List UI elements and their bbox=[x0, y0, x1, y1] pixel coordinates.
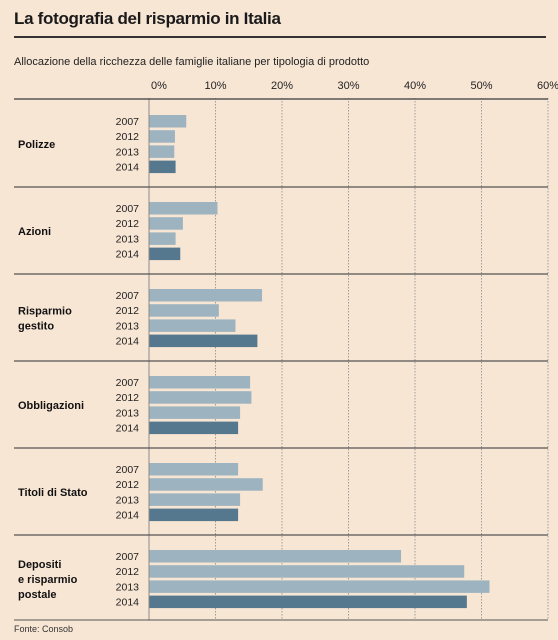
bar bbox=[149, 319, 236, 332]
bar bbox=[149, 247, 181, 261]
bar bbox=[149, 493, 241, 506]
x-tick-label: 60% bbox=[537, 80, 558, 92]
x-tick-label: 20% bbox=[271, 80, 293, 92]
chart-title: La fotografia del risparmio in Italia bbox=[14, 9, 281, 28]
category-label: Polizze bbox=[18, 139, 55, 151]
year-label: 2007 bbox=[116, 551, 140, 563]
year-label: 2013 bbox=[116, 320, 140, 332]
title-rule bbox=[14, 36, 546, 38]
x-tick-label: 0% bbox=[151, 80, 167, 92]
bar bbox=[149, 376, 251, 389]
x-tick-label: 10% bbox=[204, 80, 226, 92]
year-label: 2014 bbox=[116, 510, 140, 522]
year-label: 2012 bbox=[116, 131, 140, 143]
year-label: 2007 bbox=[116, 116, 140, 128]
source-note: Fonte: Consob bbox=[14, 624, 74, 634]
bar bbox=[149, 304, 219, 317]
bar bbox=[149, 391, 252, 404]
year-label: 2007 bbox=[116, 464, 140, 476]
category-label: gestito bbox=[18, 321, 54, 333]
year-label: 2012 bbox=[116, 479, 140, 491]
bar bbox=[149, 145, 175, 158]
bar bbox=[149, 550, 402, 563]
category-label: postale bbox=[18, 589, 57, 601]
year-label: 2013 bbox=[116, 407, 140, 419]
year-label: 2012 bbox=[116, 218, 140, 230]
year-label: 2014 bbox=[116, 597, 140, 609]
year-label: 2014 bbox=[116, 423, 140, 435]
bar bbox=[149, 202, 218, 215]
x-tick-label: 40% bbox=[404, 80, 426, 92]
year-label: 2013 bbox=[116, 581, 140, 593]
bar bbox=[149, 406, 241, 419]
year-label: 2014 bbox=[116, 336, 140, 348]
chart-subtitle: Allocazione della ricchezza delle famigl… bbox=[14, 56, 370, 68]
bar bbox=[149, 115, 187, 128]
bar bbox=[149, 595, 467, 609]
bar bbox=[149, 232, 176, 245]
bar bbox=[149, 463, 239, 476]
category-label: Azioni bbox=[18, 226, 51, 238]
category-label: Obbligazioni bbox=[18, 400, 84, 412]
year-label: 2013 bbox=[116, 233, 140, 245]
bar bbox=[149, 160, 176, 174]
bar bbox=[149, 130, 175, 143]
year-label: 2013 bbox=[116, 146, 140, 158]
year-label: 2007 bbox=[116, 377, 140, 389]
bar bbox=[149, 478, 263, 491]
year-label: 2012 bbox=[116, 566, 140, 578]
category-label: e risparmio bbox=[18, 574, 78, 586]
year-label: 2007 bbox=[116, 290, 140, 302]
year-label: 2007 bbox=[116, 203, 140, 215]
bar bbox=[149, 334, 258, 348]
category-label: Risparmio bbox=[18, 306, 72, 318]
bar bbox=[149, 217, 183, 230]
x-tick-label: 30% bbox=[337, 80, 359, 92]
year-label: 2012 bbox=[116, 392, 140, 404]
bar bbox=[149, 289, 263, 302]
category-label: Depositi bbox=[18, 559, 61, 571]
bar bbox=[149, 565, 465, 578]
year-label: 2013 bbox=[116, 494, 140, 506]
bar bbox=[149, 508, 239, 522]
year-label: 2014 bbox=[116, 162, 140, 174]
year-label: 2014 bbox=[116, 249, 140, 261]
x-tick-label: 50% bbox=[470, 80, 492, 92]
category-label: Titoli di Stato bbox=[18, 487, 88, 499]
year-label: 2012 bbox=[116, 305, 140, 317]
bar bbox=[149, 421, 239, 435]
bar bbox=[149, 580, 490, 593]
